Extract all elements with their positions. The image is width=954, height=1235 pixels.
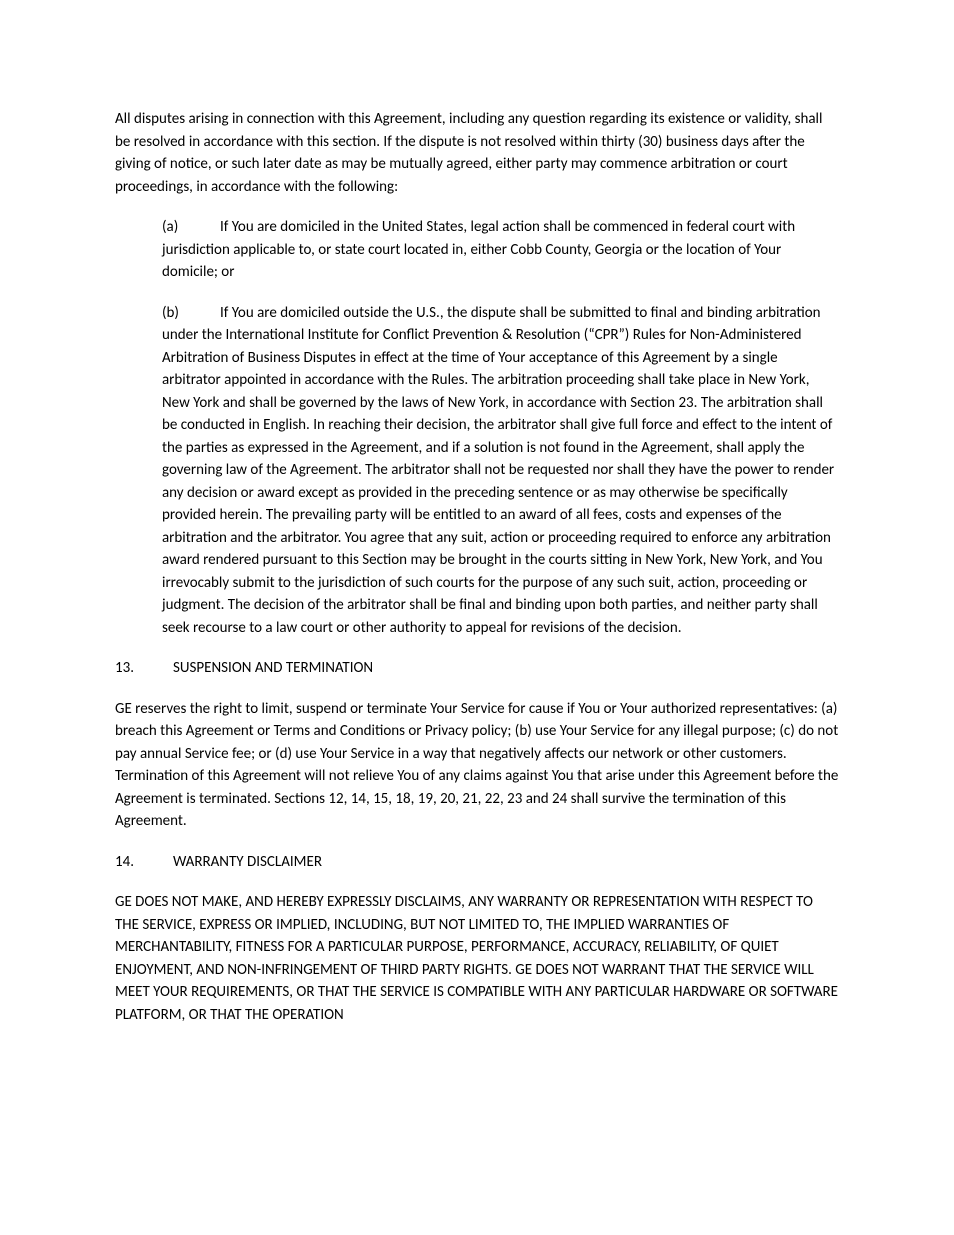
section-14-body: GE DOES NOT MAKE, AND HEREBY EXPRESSLY D… <box>115 891 839 1026</box>
subsection-b: (b)If You are domiciled outside the U.S.… <box>162 302 839 640</box>
section-14-heading: 14.WARRANTY DISCLAIMER <box>115 851 839 874</box>
section-13-heading: 13.SUSPENSION AND TERMINATION <box>115 657 839 680</box>
section-14-number: 14. <box>115 851 173 874</box>
section-13-body: GE reserves the right to limit, suspend … <box>115 698 839 833</box>
intro-paragraph: All disputes arising in connection with … <box>115 108 839 198</box>
subsection-a-text: If You are domiciled in the United State… <box>162 218 795 281</box>
section-14-title: WARRANTY DISCLAIMER <box>173 853 322 871</box>
subsection-b-label: (b) <box>162 302 220 325</box>
subsection-a: (a)If You are domiciled in the United St… <box>162 216 839 284</box>
subsection-b-text: If You are domiciled outside the U.S., t… <box>162 304 834 637</box>
section-13-number: 13. <box>115 657 173 680</box>
subsection-a-label: (a) <box>162 216 220 239</box>
section-13-title: SUSPENSION AND TERMINATION <box>173 659 373 677</box>
